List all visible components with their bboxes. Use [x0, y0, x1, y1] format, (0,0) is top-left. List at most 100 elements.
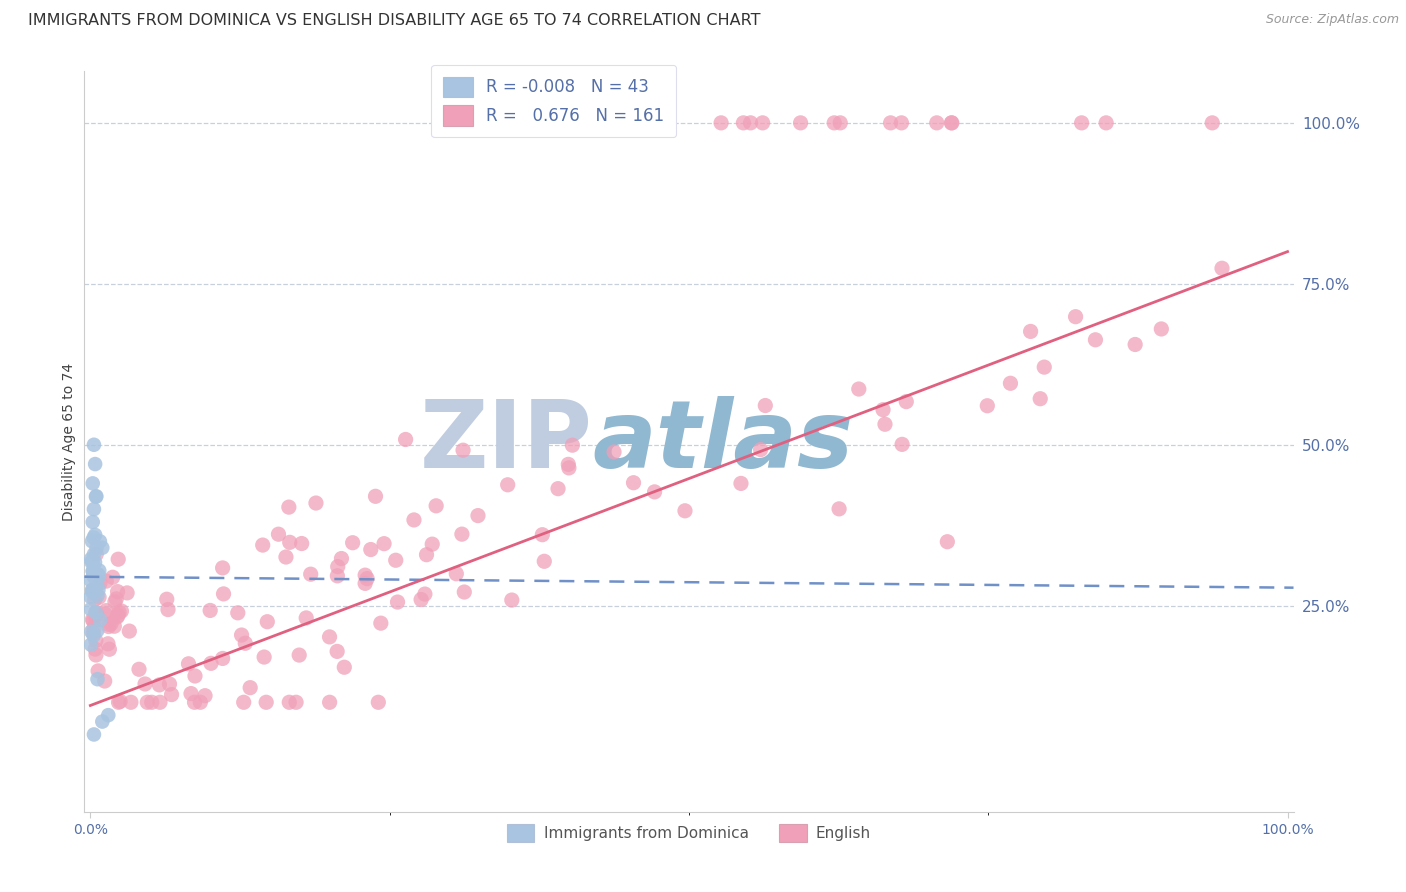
Point	[87, 582, 110, 597]
Point	[200, 657, 222, 671]
Point	[160, 688, 183, 702]
Point	[105, 610, 128, 624]
Point	[89, 576, 111, 591]
Point	[84, 547, 107, 561]
Point	[80, 555, 103, 569]
Point	[115, 586, 138, 600]
Point	[89, 564, 111, 578]
Point	[83, 531, 105, 545]
Point	[134, 677, 156, 691]
Text: atlas: atlas	[592, 395, 853, 488]
Point	[87, 591, 110, 605]
Point	[89, 534, 111, 549]
Point	[91, 541, 114, 555]
Legend: Immigrants from Dominica, English: Immigrants from Dominica, English	[501, 818, 877, 848]
Point	[501, 593, 523, 607]
Point	[87, 569, 110, 583]
Point	[80, 534, 103, 549]
Point	[1000, 376, 1022, 391]
Point	[730, 476, 752, 491]
Point	[370, 616, 392, 631]
Point	[101, 570, 124, 584]
Point	[103, 619, 125, 633]
Point	[733, 116, 755, 130]
Point	[1084, 333, 1107, 347]
Point	[557, 458, 579, 472]
Point	[82, 585, 104, 599]
Point	[86, 541, 108, 555]
Point	[177, 657, 200, 671]
Point	[97, 637, 120, 651]
Point	[82, 564, 104, 578]
Point	[252, 538, 274, 552]
Point	[212, 587, 235, 601]
Point	[136, 695, 159, 709]
Point	[976, 399, 998, 413]
Point	[318, 630, 340, 644]
Point	[211, 651, 233, 665]
Point	[267, 527, 290, 541]
Point	[97, 619, 120, 633]
Point	[291, 536, 314, 550]
Point	[148, 678, 170, 692]
Point	[83, 570, 105, 584]
Point	[87, 567, 110, 582]
Point	[879, 116, 901, 130]
Point	[561, 438, 583, 452]
Point	[451, 443, 474, 458]
Point	[86, 624, 108, 638]
Point	[97, 617, 120, 632]
Point	[873, 417, 896, 432]
Point	[159, 677, 181, 691]
Point	[84, 606, 107, 620]
Point	[558, 461, 581, 475]
Point	[141, 695, 163, 709]
Point	[1201, 116, 1223, 130]
Point	[83, 438, 105, 452]
Point	[896, 394, 918, 409]
Point	[941, 116, 963, 130]
Point	[86, 589, 108, 603]
Point	[83, 547, 105, 561]
Point	[941, 116, 963, 130]
Point	[603, 445, 626, 459]
Point	[925, 116, 948, 130]
Point	[84, 612, 107, 626]
Point	[156, 592, 179, 607]
Point	[239, 681, 262, 695]
Point	[740, 116, 762, 130]
Point	[451, 527, 474, 541]
Point	[453, 585, 475, 599]
Point	[330, 551, 353, 566]
Point	[83, 621, 105, 635]
Point	[636, 116, 658, 130]
Point	[1150, 322, 1173, 336]
Point	[86, 489, 108, 503]
Point	[891, 437, 914, 451]
Point	[446, 566, 468, 581]
Point	[108, 605, 131, 619]
Point	[1033, 360, 1056, 375]
Point	[156, 602, 179, 616]
Point	[118, 624, 141, 639]
Point	[108, 694, 131, 708]
Point	[105, 591, 128, 606]
Point	[107, 584, 129, 599]
Point	[82, 568, 104, 582]
Point	[188, 695, 211, 709]
Point	[87, 664, 110, 678]
Point	[83, 502, 105, 516]
Point	[253, 650, 276, 665]
Point	[1019, 325, 1042, 339]
Point	[82, 515, 104, 529]
Point	[274, 549, 297, 564]
Point	[82, 613, 104, 627]
Point	[79, 590, 101, 604]
Point	[936, 534, 959, 549]
Point	[531, 527, 554, 541]
Point	[120, 695, 142, 709]
Point	[749, 442, 772, 457]
Point	[367, 695, 389, 709]
Point	[1123, 337, 1146, 351]
Point	[823, 116, 845, 130]
